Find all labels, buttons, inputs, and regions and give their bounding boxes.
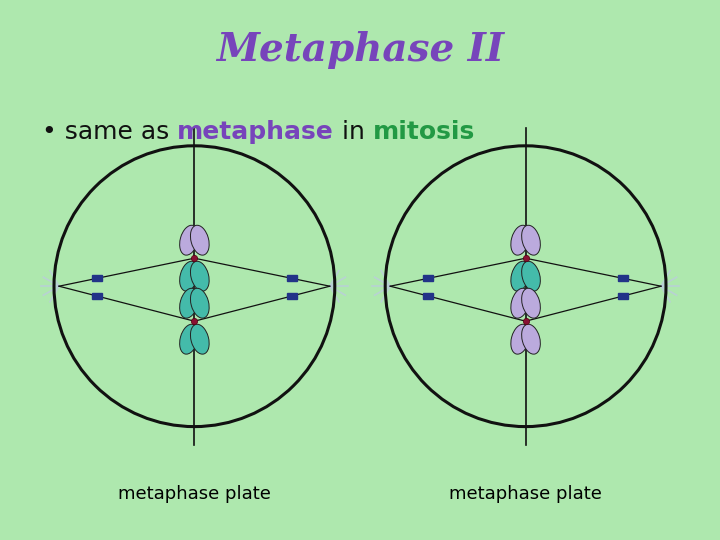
Ellipse shape bbox=[191, 288, 209, 318]
Bar bbox=[287, 275, 297, 281]
Ellipse shape bbox=[511, 324, 529, 354]
Ellipse shape bbox=[180, 261, 198, 291]
Text: metaphase plate: metaphase plate bbox=[449, 485, 602, 503]
Bar bbox=[618, 293, 628, 299]
Ellipse shape bbox=[522, 225, 540, 255]
Ellipse shape bbox=[191, 324, 209, 354]
Ellipse shape bbox=[511, 288, 529, 318]
Text: metaphase plate: metaphase plate bbox=[118, 485, 271, 503]
Bar bbox=[423, 275, 433, 281]
Text: Metaphase II: Metaphase II bbox=[216, 31, 504, 69]
Bar bbox=[618, 275, 628, 281]
Text: • same as: • same as bbox=[42, 120, 177, 144]
Ellipse shape bbox=[522, 261, 540, 291]
Ellipse shape bbox=[522, 324, 540, 354]
Ellipse shape bbox=[180, 324, 198, 354]
Ellipse shape bbox=[180, 225, 198, 255]
Ellipse shape bbox=[191, 261, 209, 291]
Bar bbox=[287, 293, 297, 299]
Ellipse shape bbox=[180, 288, 198, 318]
Bar bbox=[92, 275, 102, 281]
Ellipse shape bbox=[511, 261, 529, 291]
Ellipse shape bbox=[522, 288, 540, 318]
Text: mitosis: mitosis bbox=[373, 120, 475, 144]
Ellipse shape bbox=[511, 225, 529, 255]
Bar bbox=[423, 293, 433, 299]
Text: in: in bbox=[334, 120, 373, 144]
Ellipse shape bbox=[191, 225, 209, 255]
Bar bbox=[92, 293, 102, 299]
Text: metaphase: metaphase bbox=[177, 120, 334, 144]
